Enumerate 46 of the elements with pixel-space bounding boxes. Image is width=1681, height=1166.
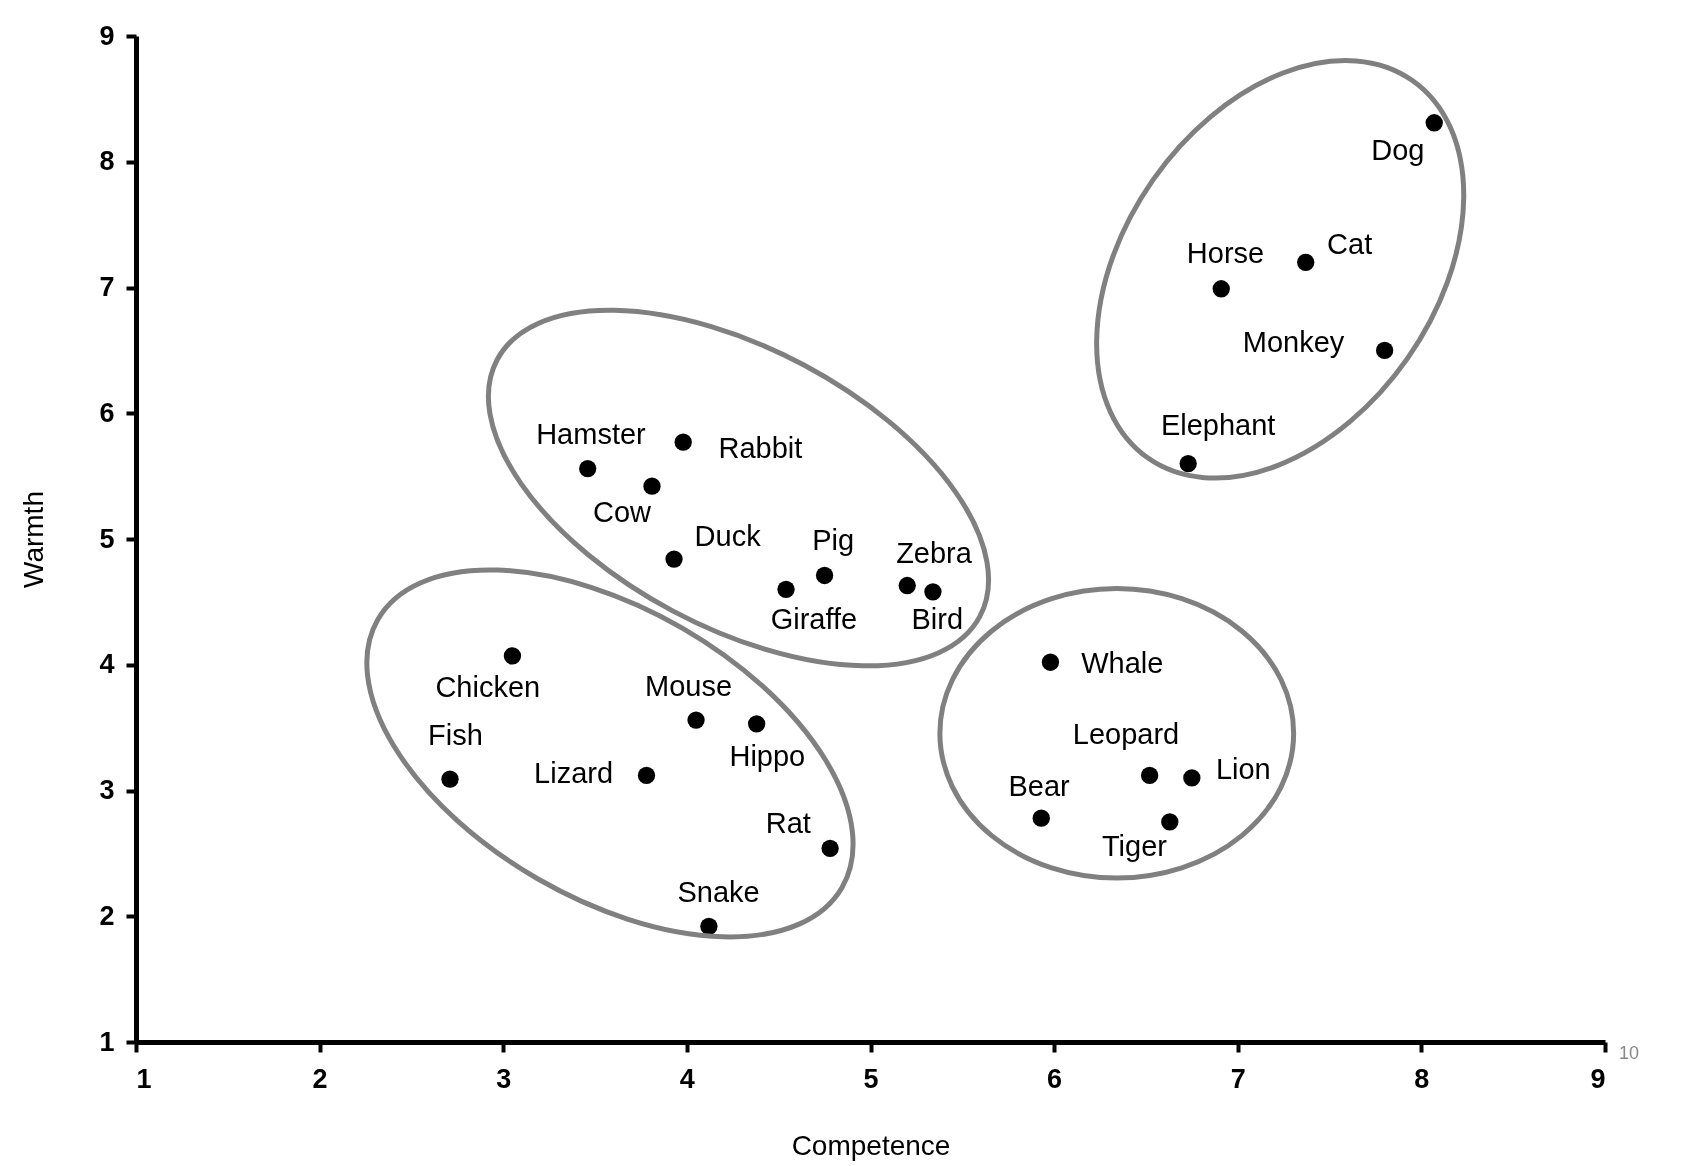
annotation: Duck xyxy=(694,519,762,552)
annotation: Lion xyxy=(1215,753,1271,786)
annotation: Tiger xyxy=(1101,829,1168,862)
annotation: Monkey xyxy=(1242,325,1345,358)
annotation: Snake xyxy=(677,876,760,909)
y-tick-label: 9 xyxy=(99,20,115,51)
annotation: Cow xyxy=(592,495,653,528)
y-tick-label: 8 xyxy=(99,146,115,177)
x-tick-label: 5 xyxy=(863,1063,879,1094)
annotation: Hamster xyxy=(536,418,647,451)
annotation: Mouse xyxy=(645,669,733,702)
x-tick-label: 7 xyxy=(1230,1063,1246,1094)
y-tick-label: 6 xyxy=(99,397,115,428)
annotation: Chicken xyxy=(435,671,541,704)
annotation: Horse xyxy=(1186,237,1265,270)
annotation: Dog xyxy=(1371,133,1425,166)
y-tick-label: 2 xyxy=(99,900,115,931)
annotation: Pig xyxy=(812,524,855,557)
y-tick-label: 4 xyxy=(99,649,115,680)
x-axis-title: Competence xyxy=(791,1129,951,1161)
x-tick-label: 6 xyxy=(1047,1063,1063,1094)
y-axis-title: Warmth xyxy=(18,491,50,588)
annotation: Rabbit xyxy=(718,431,803,464)
annotation: Bird xyxy=(911,602,964,635)
annotation: Hippo xyxy=(729,740,806,773)
y-tick-label: 3 xyxy=(99,775,115,805)
annotation: Giraffe xyxy=(770,603,858,636)
x-tick-label: 3 xyxy=(496,1063,512,1094)
annotation: Fish xyxy=(427,719,483,752)
annotation: Leopard xyxy=(1072,717,1180,750)
x-tick-label: 4 xyxy=(679,1063,695,1094)
annotation: Bear xyxy=(1008,770,1071,803)
annotation: Elephant xyxy=(1160,409,1276,442)
annotation: Rat xyxy=(765,806,811,839)
x-tick-label: 1 xyxy=(136,1063,152,1094)
y-tick-label: 1 xyxy=(99,1026,115,1057)
annotation: Lizard xyxy=(534,757,614,790)
x-tick-label: 9 xyxy=(1590,1063,1606,1094)
y-tick-label: 7 xyxy=(99,272,115,302)
annotation: Zebra xyxy=(896,537,973,570)
annotation: Cat xyxy=(1327,228,1373,261)
x-tick-label: 8 xyxy=(1414,1063,1430,1094)
text: 10 xyxy=(1619,1043,1640,1063)
y-tick-label: 5 xyxy=(99,523,115,554)
x-tick-label: 2 xyxy=(312,1063,328,1094)
annotation: Whale xyxy=(1081,647,1164,680)
